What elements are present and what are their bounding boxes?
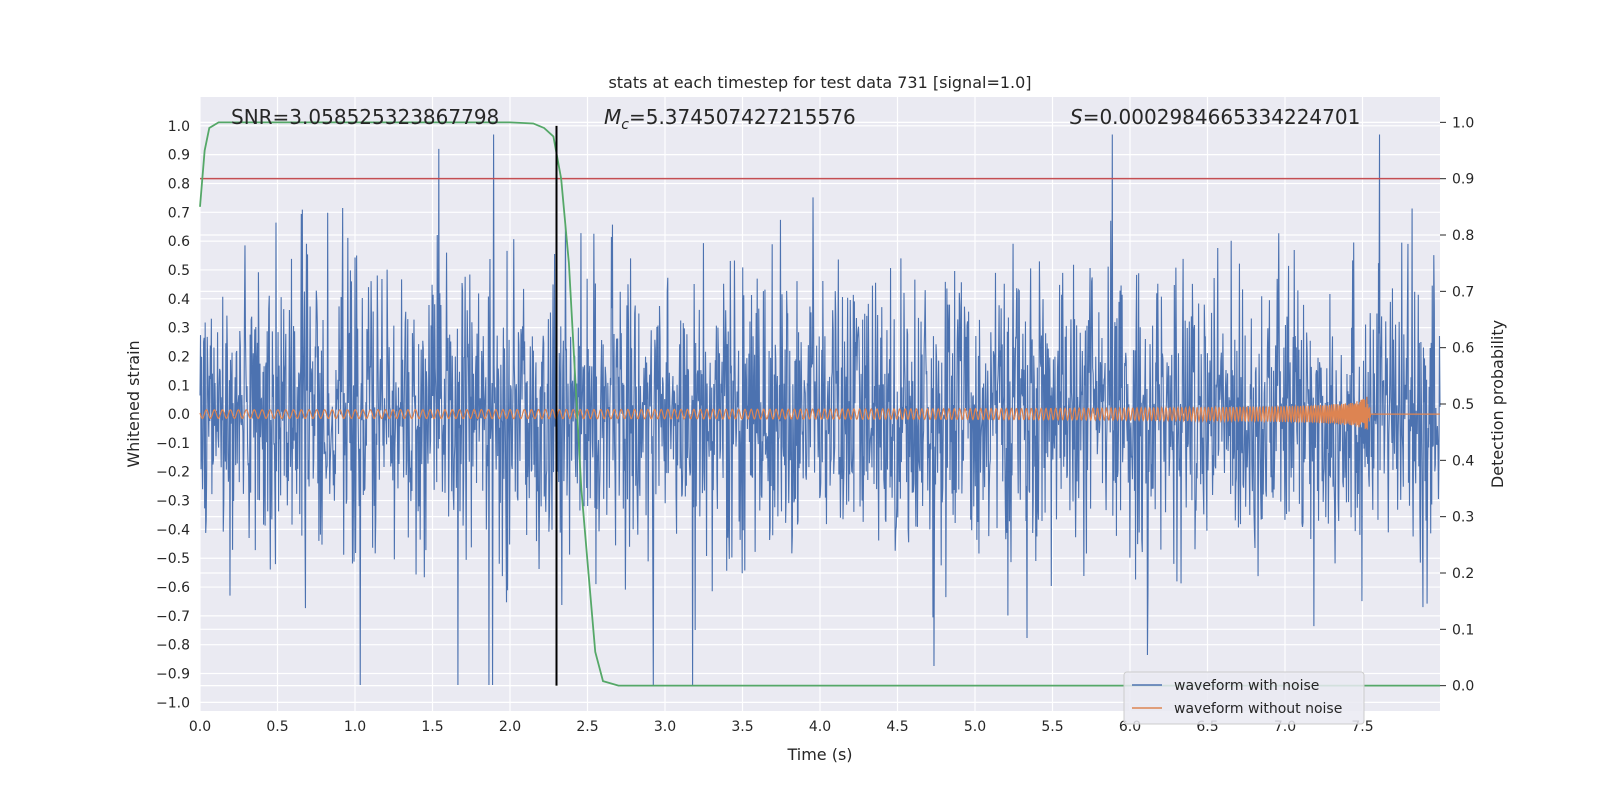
y-tick-label-right: 0.6 <box>1452 341 1474 357</box>
y-tick-label-left: −0.1 <box>156 436 190 452</box>
y-tick-label-left: −0.9 <box>156 667 190 683</box>
clean-waveform-line <box>199 396 1440 430</box>
y-tick-label-right: 0.3 <box>1452 510 1474 526</box>
y-tick-label-left: 0.9 <box>168 148 190 164</box>
x-tick-label: 4.5 <box>886 719 908 735</box>
noise-series <box>199 134 1441 686</box>
x-tick-label: 1.5 <box>421 719 443 735</box>
y-tick-label-right: 0.5 <box>1452 397 1474 413</box>
y-tick-label-left: 0.4 <box>168 292 190 308</box>
x-tick-label: 2.5 <box>576 719 598 735</box>
x-tick-label: 3.0 <box>654 719 676 735</box>
y-tick-label-right: 0.8 <box>1452 228 1474 244</box>
overlay <box>199 121 1440 687</box>
chart-title: stats at each timestep for test data 731… <box>608 73 1031 92</box>
y-axis-label-left: Whitened strain <box>124 340 143 467</box>
x-tick-label: 1.0 <box>344 719 366 735</box>
axes: 0.0 0.5 1.0 1.5 2.0 2.5 3.0 3.5 4.0 4.5 5.0 5.5 6.0 6… <box>156 115 1474 735</box>
y-tick-label-left: 0.8 <box>168 176 190 192</box>
y-tick-label-right: 0.9 <box>1452 172 1474 188</box>
clean-series <box>199 396 1440 430</box>
legend-label-clean: waveform without noise <box>1174 701 1342 717</box>
y-tick-label-left: 0.2 <box>168 349 190 365</box>
detection-probability-line <box>199 121 1440 687</box>
y-tick-label-left: −0.7 <box>156 609 190 625</box>
y-tick-label-right: 0.0 <box>1452 679 1474 695</box>
y-tick-label-left: 0.3 <box>168 321 190 337</box>
chirp-mass-annotation: Mc=5.374507427215576 <box>604 105 856 133</box>
y-tick-label-left: −0.6 <box>156 580 190 596</box>
y-axis-label-right: Detection probability <box>1488 320 1507 488</box>
y-tick-label-left: 0.6 <box>168 234 190 250</box>
y-tick-label-left: −0.4 <box>156 522 190 538</box>
x-tick-label: 2.0 <box>499 719 521 735</box>
snr-annotation: SNR=3.058525323867798 <box>231 105 499 129</box>
x-tick-label: 3.5 <box>731 719 753 735</box>
y-tick-label-right: 0.4 <box>1452 453 1474 469</box>
legend: waveform with noise waveform without noi… <box>1123 671 1365 725</box>
y-tick-label-left: −0.3 <box>156 494 190 510</box>
x-tick-label: 0.0 <box>189 719 211 735</box>
y-tick-label-left: 1.0 <box>168 119 190 135</box>
y-tick-label-left: −0.2 <box>156 465 190 481</box>
s-annotation: S=0.0002984665334224701 <box>1070 105 1360 129</box>
legend-box <box>1123 671 1365 725</box>
y-tick-label-right: 0.7 <box>1452 284 1474 300</box>
y-tick-label-left: −0.8 <box>156 638 190 654</box>
x-tick-label: 0.5 <box>266 719 288 735</box>
y-tick-label-right: 0.2 <box>1452 566 1474 582</box>
x-axis-label: Time (s) <box>786 745 852 764</box>
y-tick-label-left: −0.5 <box>156 551 190 567</box>
y-tick-label-left: 0.0 <box>168 407 190 423</box>
y-tick-label-left: 0.1 <box>168 378 190 394</box>
legend-label-noise: waveform with noise <box>1174 678 1319 694</box>
noise-waveform-line <box>199 134 1441 686</box>
y-tick-label-left: 0.7 <box>168 205 190 221</box>
x-tick-label: 5.5 <box>1041 719 1063 735</box>
y-tick-label-right: 0.1 <box>1452 622 1474 638</box>
x-tick-label: 4.0 <box>809 719 831 735</box>
y-tick-label-left: −1.0 <box>156 695 190 711</box>
y-tick-label-right: 1.0 <box>1452 115 1474 131</box>
y-tick-label-left: 0.5 <box>168 263 190 279</box>
x-tick-label: 5.0 <box>964 719 986 735</box>
